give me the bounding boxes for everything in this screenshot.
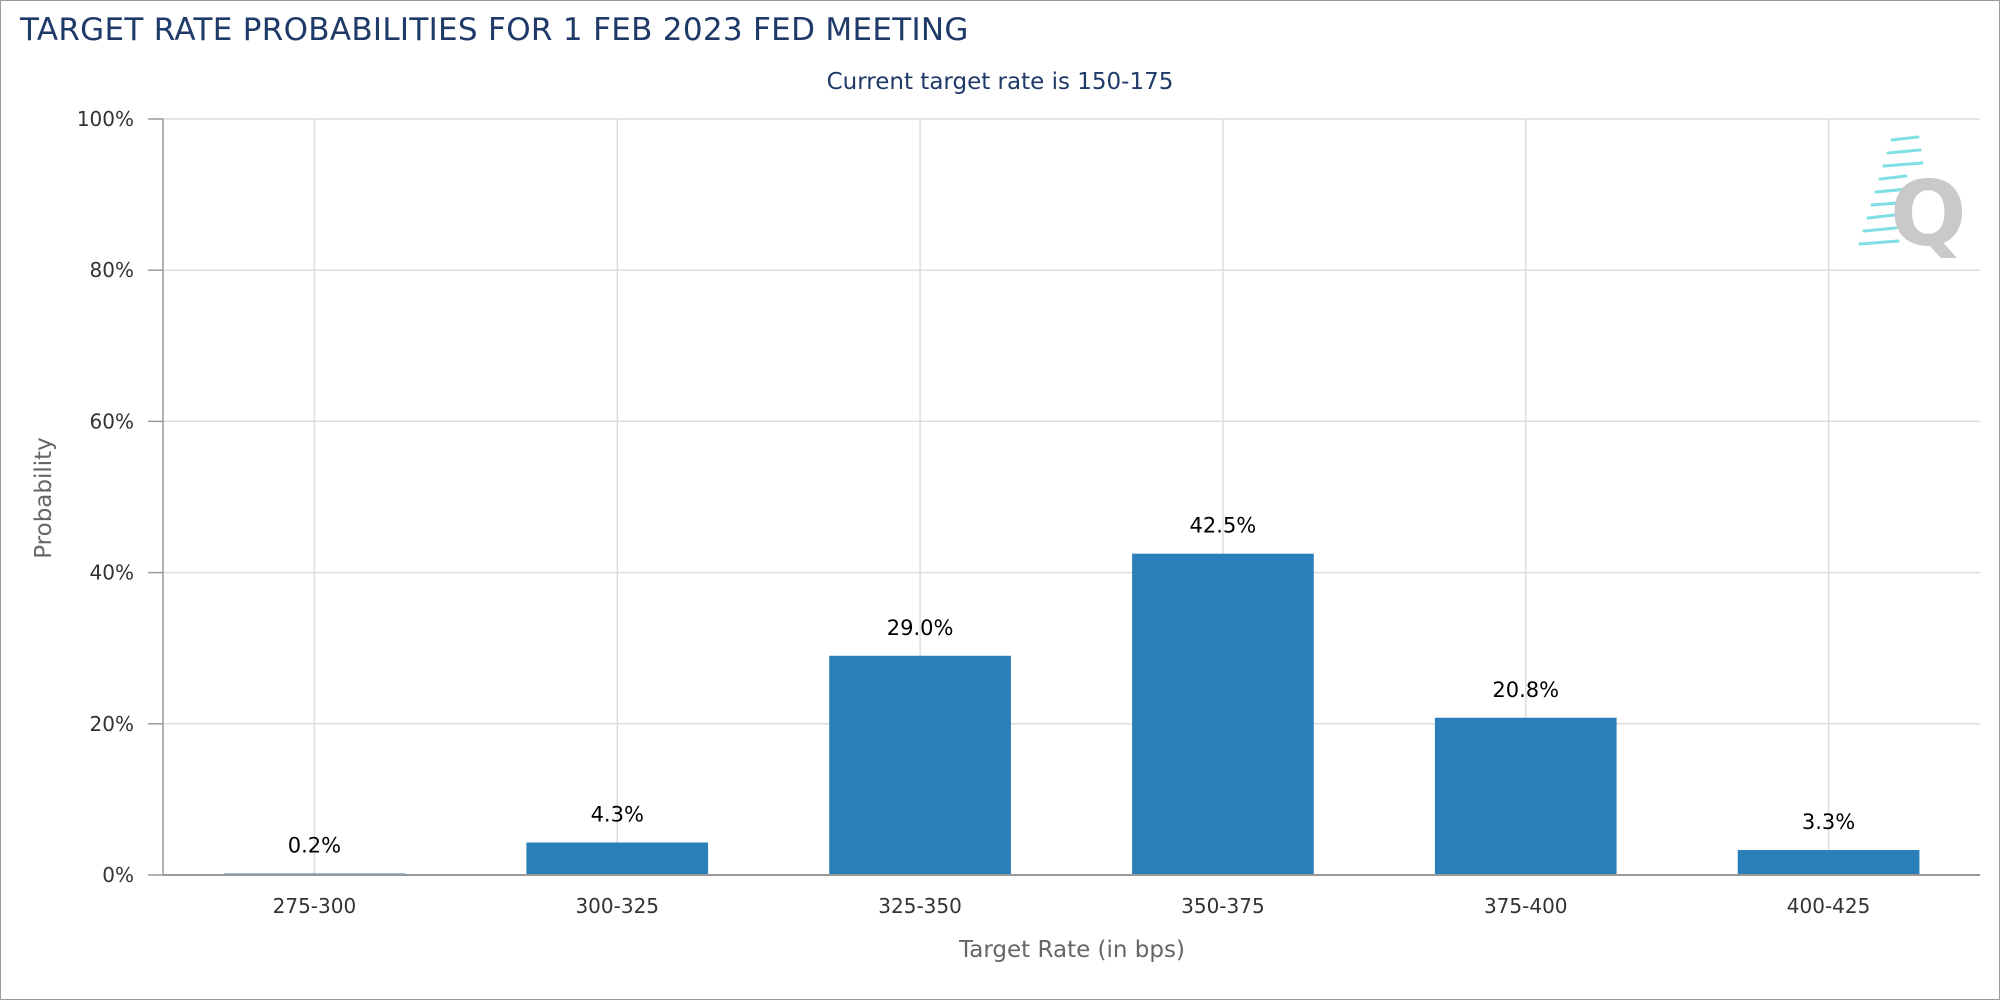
data-labels: 0.2% 4.3% 29.0% 42.5% 20.8% 3.3% — [288, 514, 1856, 858]
bar-300-325[interactable] — [526, 842, 709, 875]
data-label: 0.2% — [288, 833, 341, 857]
chart-subtitle: Current target rate is 150-175 — [827, 69, 1174, 95]
watermark-stroke — [1858, 239, 1900, 246]
x-axis-title: Target Rate (in bps) — [958, 937, 1185, 963]
q-logo-watermark: Q — [1858, 135, 1967, 267]
y-tick-label: 0% — [102, 863, 134, 887]
bar-400-425[interactable] — [1737, 850, 1920, 875]
watermark-stroke — [1862, 226, 1898, 233]
y-axis-title: Probability — [31, 437, 57, 559]
watermark-stroke — [1882, 161, 1924, 168]
bar-375-400[interactable] — [1434, 717, 1617, 875]
x-tick-label: 350-375 — [1181, 894, 1265, 918]
watermark-q-letter: Q — [1890, 162, 1967, 267]
bar-series — [223, 553, 1920, 875]
watermark-stroke — [1866, 213, 1896, 220]
x-tick-label: 300-325 — [575, 894, 659, 918]
y-tick-label: 100% — [77, 107, 134, 131]
watermark-stroke — [1890, 135, 1920, 142]
bar-325-350[interactable] — [829, 655, 1011, 875]
axes: 0% 20% 40% 60% 80% 100% 275-300 300-325 325-350 3… — [77, 107, 1980, 918]
x-tick-label: 375-400 — [1484, 894, 1568, 918]
y-tick-label: 40% — [90, 561, 134, 585]
grid-lines — [163, 118, 1980, 875]
watermark-stroke — [1874, 187, 1910, 194]
data-label: 20.8% — [1492, 678, 1559, 702]
data-label: 4.3% — [591, 802, 644, 826]
chart-title: TARGET RATE PROBABILITIES FOR 1 FEB 2023… — [20, 12, 969, 48]
data-label: 42.5% — [1190, 514, 1257, 538]
watermark-stroke — [1878, 174, 1908, 181]
data-label: 3.3% — [1802, 810, 1855, 834]
x-tick-label: 325-350 — [878, 894, 962, 918]
bar-350-375[interactable] — [1132, 553, 1314, 875]
y-tick-label: 80% — [90, 258, 134, 282]
data-label: 29.0% — [887, 616, 954, 640]
watermark-stroke — [1870, 200, 1912, 207]
y-tick-label: 20% — [90, 712, 134, 736]
watermark-stroke — [1886, 148, 1922, 155]
y-tick-label: 60% — [90, 409, 134, 433]
x-tick-label: 400-425 — [1787, 894, 1871, 918]
x-tick-label: 275-300 — [273, 894, 357, 918]
